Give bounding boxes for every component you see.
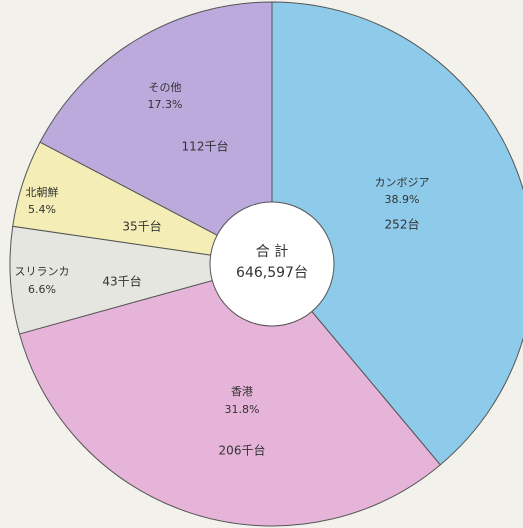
- slice-percent: 6.6%: [28, 283, 56, 296]
- slice-name: カンボジア: [375, 176, 430, 189]
- slice-percent: 17.3%: [148, 98, 183, 111]
- slice-amount: 206千台: [219, 443, 266, 458]
- slice: [39, 1, 273, 265]
- slice-name: スリランカ: [15, 265, 70, 278]
- slice-amount: 43千台: [102, 274, 141, 289]
- slice: [9, 225, 273, 335]
- slice-percent: 38.9%: [385, 193, 420, 206]
- center-title: 合 計: [256, 244, 288, 260]
- slice-name: 北朝鮮: [26, 185, 59, 199]
- slice-percent: 31.8%: [225, 403, 260, 416]
- center-total: 646,597台: [236, 265, 308, 281]
- slice-amount: 252台: [385, 217, 420, 232]
- slice-amount: 35千台: [122, 219, 161, 234]
- slice: [271, 1, 523, 466]
- slice-percent: 5.4%: [28, 203, 56, 216]
- slices: [9, 1, 523, 527]
- slice-name: その他: [149, 81, 182, 94]
- slice-amount: 112千台: [182, 139, 229, 154]
- slice-name: 香港: [231, 385, 253, 398]
- slice: [18, 263, 441, 527]
- center-hole: [209, 201, 335, 327]
